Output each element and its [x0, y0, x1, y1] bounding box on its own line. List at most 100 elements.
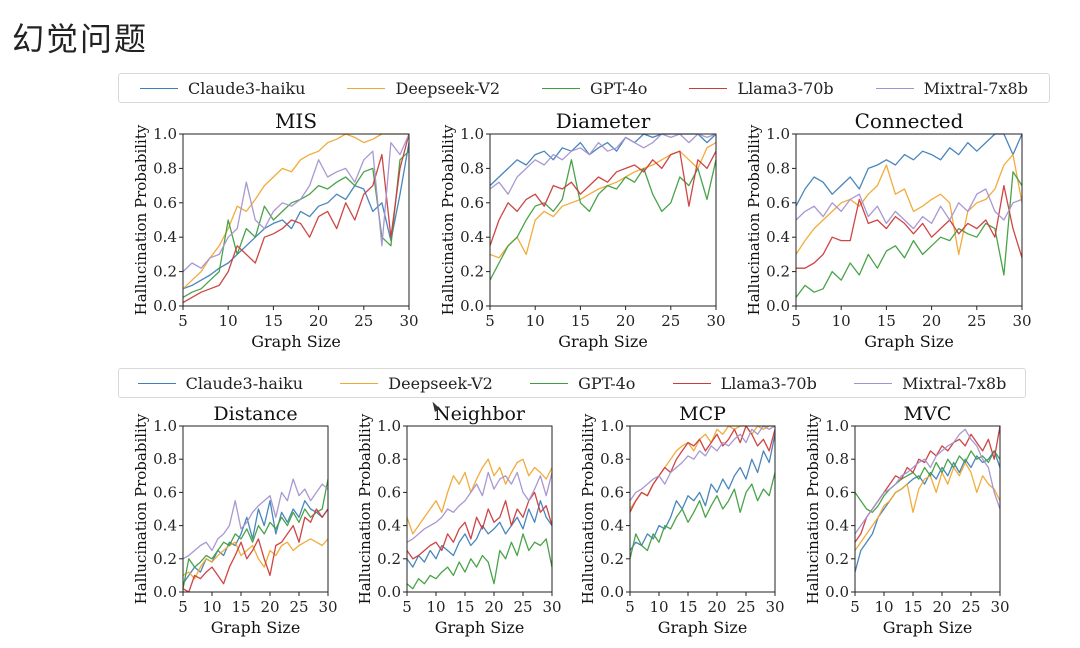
chart-title: MVC [904, 403, 952, 425]
legend-item: Deepseek-V2 [340, 374, 493, 393]
y-tick-label: 1.0 [153, 417, 177, 435]
y-tick-label: 0.4 [825, 517, 849, 535]
y-tick-label: 0.6 [600, 483, 624, 501]
x-tick-label: 5 [178, 598, 188, 616]
series-line [854, 450, 1001, 513]
legend-swatch [689, 87, 728, 89]
legend-item: Claude3-haiku [137, 373, 304, 393]
series-line [795, 188, 1023, 230]
x-tick-label: 20 [707, 598, 726, 616]
y-tick-label: 0.0 [377, 583, 401, 601]
plot-frame [489, 133, 717, 307]
chart-title: Distance [213, 403, 297, 425]
x-tick-label: 5 [485, 312, 495, 330]
y-axis-label: Hallucination Probability [804, 413, 822, 604]
series-line [489, 133, 717, 195]
y-tick-label: 0.0 [460, 297, 484, 315]
chart-title: Connected [855, 109, 964, 133]
series-line [406, 533, 553, 590]
y-tick-label: 0.0 [600, 583, 624, 601]
x-tick-label: 5 [625, 598, 635, 616]
legend-label: Claude3-haiku [188, 78, 306, 98]
y-tick-label: 0.4 [600, 517, 624, 535]
x-tick-label: 15 [264, 312, 283, 330]
x-tick-label: 10 [219, 312, 238, 330]
y-tick-label: 0.8 [600, 450, 624, 468]
x-tick-label: 25 [289, 598, 308, 616]
series-line [182, 538, 329, 580]
legend-top: Claude3-haiku Deepseek-V2 GPT-4o Llama3-… [118, 73, 1050, 103]
legend-swatch [542, 87, 581, 89]
y-axis-label: Hallucination Probability [132, 413, 150, 604]
x-tick-label: 20 [309, 312, 328, 330]
series-line [854, 425, 1001, 543]
x-tick-label: 30 [399, 312, 418, 330]
x-axis-label: Graph Size [251, 332, 341, 351]
legend-item: Llama3-70b [672, 374, 817, 393]
x-axis-label: Graph Size [883, 618, 973, 637]
x-tick-label: 30 [706, 312, 725, 330]
chart-title: MCP [679, 403, 726, 425]
legend-swatch [672, 382, 711, 384]
y-axis-label: Hallucination Probability [132, 124, 150, 315]
legend-label: Claude3-haiku [185, 373, 304, 393]
chart-panel: 0.0 0.2 0.4 0.6 0.8 1.0 5 10 15 20 25 30 Distance Gra… [132, 403, 338, 637]
y-axis-label: Hallucination Probability [745, 124, 763, 315]
legend-label: GPT-4o [590, 78, 648, 98]
plot-frame [182, 133, 410, 307]
x-tick-label: 10 [202, 598, 221, 616]
x-axis-label: Graph Size [558, 332, 648, 351]
series-line [795, 171, 1023, 298]
series-line [796, 184, 1023, 269]
x-tick-label: 5 [402, 598, 412, 616]
chart-panel: 0.0 0.2 0.4 0.6 0.8 1.0 5 10 15 20 25 30 Connected Gr… [745, 109, 1032, 351]
series-line [629, 472, 776, 559]
y-tick-label: 0.6 [377, 483, 401, 501]
x-tick-label: 25 [736, 598, 755, 616]
series-line [854, 450, 1001, 573]
series-line [182, 500, 329, 585]
series-line [182, 150, 410, 298]
y-tick-label: 1.0 [460, 125, 484, 143]
legend-swatch [854, 382, 893, 384]
series-line [854, 428, 1001, 535]
legend-swatch [137, 382, 176, 384]
x-tick-label: 10 [874, 598, 893, 616]
legend-item: Mixtral-7x8b [875, 79, 1028, 98]
y-tick-label: 0.2 [460, 263, 484, 281]
legend-bottom: Claude3-haiku Deepseek-V2 GPT-4o Llama3-… [118, 368, 1026, 398]
chart-panel: 0.0 0.2 0.4 0.6 0.8 1.0 5 10 15 20 25 30 MIS Graph Si… [132, 109, 419, 351]
x-axis-label: Graph Size [658, 618, 748, 637]
x-tick-label: 25 [513, 598, 532, 616]
plot-frame [629, 425, 776, 593]
y-tick-label: 0.2 [153, 550, 177, 568]
chart-title: Neighbor [434, 403, 526, 425]
series-line [406, 458, 553, 535]
plot-frame [795, 133, 1023, 307]
series-line [629, 434, 776, 551]
y-tick-label: 0.0 [766, 297, 790, 315]
y-tick-label: 0.8 [766, 159, 790, 177]
plot-frame [854, 425, 1001, 593]
y-tick-label: 0.6 [153, 194, 177, 212]
legend-label: Llama3-70b [737, 78, 834, 98]
series-line [489, 133, 717, 187]
plot-frame [406, 425, 553, 593]
x-tick-label: 5 [178, 312, 188, 330]
y-tick-label: 1.0 [825, 417, 849, 435]
y-tick-label: 0.8 [153, 450, 177, 468]
legend-item: GPT-4o [542, 79, 647, 98]
x-tick-label: 10 [832, 312, 851, 330]
x-tick-label: 5 [791, 312, 801, 330]
y-tick-label: 0.8 [377, 450, 401, 468]
x-tick-label: 20 [932, 598, 951, 616]
x-axis-label: Graph Size [435, 618, 525, 637]
y-tick-label: 0.8 [460, 159, 484, 177]
x-tick-label: 30 [318, 598, 337, 616]
x-tick-label: 15 [571, 312, 590, 330]
x-tick-label: 15 [877, 312, 896, 330]
x-tick-label: 20 [922, 312, 941, 330]
legend-swatch [530, 382, 569, 384]
series-line [854, 461, 1001, 551]
